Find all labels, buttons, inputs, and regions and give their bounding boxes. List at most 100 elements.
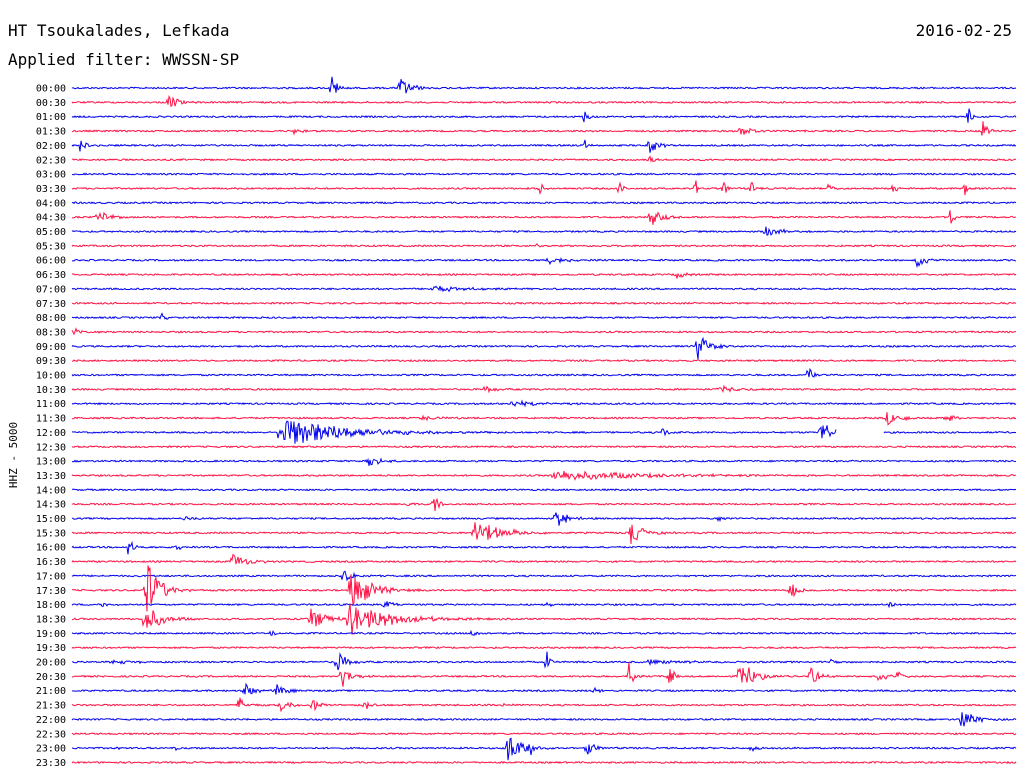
date-label: 2016-02-25 bbox=[915, 21, 1012, 40]
seismic-trace-line bbox=[71, 336, 1017, 360]
time-tick-label: 17:00 bbox=[36, 571, 66, 582]
seismic-trace-line bbox=[71, 682, 1017, 695]
seismic-trace-line bbox=[71, 601, 1017, 609]
seismic-trace-line bbox=[71, 210, 1017, 225]
time-tick-label: 05:30 bbox=[36, 241, 66, 252]
seismic-trace-line bbox=[71, 256, 1017, 269]
time-tick-label: 22:00 bbox=[36, 715, 66, 726]
trace-0130: 01:30 bbox=[36, 121, 1017, 138]
time-tick-label: 01:30 bbox=[36, 127, 66, 138]
trace-0930: 09:30 bbox=[36, 356, 1017, 367]
trace-0500: 05:00 bbox=[36, 226, 1017, 238]
time-tick-label: 00:30 bbox=[36, 98, 66, 109]
seismic-trace-line bbox=[71, 540, 1017, 555]
time-tick-label: 10:00 bbox=[36, 371, 66, 382]
seismic-trace-line bbox=[71, 488, 1017, 492]
seismic-trace-line bbox=[71, 553, 1017, 565]
trace-0200: 02:00 bbox=[36, 139, 1017, 153]
seismic-trace-line bbox=[71, 522, 1017, 545]
seismic-trace-line bbox=[71, 155, 1017, 163]
time-tick-label: 18:00 bbox=[36, 600, 66, 611]
trace-1330: 13:30 bbox=[36, 470, 1017, 482]
seismic-trace-line bbox=[71, 629, 1017, 636]
seismic-trace-line bbox=[71, 108, 1017, 123]
time-tick-label: 22:30 bbox=[36, 729, 66, 740]
seismic-trace-line bbox=[71, 712, 1017, 727]
trace-1030: 10:30 bbox=[36, 384, 1017, 396]
trace-2230: 22:30 bbox=[36, 729, 1017, 740]
trace-1400: 14:00 bbox=[36, 485, 1017, 496]
time-tick-label: 00:00 bbox=[36, 84, 66, 95]
seismic-trace-line bbox=[71, 76, 1017, 94]
trace-1130: 11:30 bbox=[36, 412, 1017, 426]
trace-0230: 02:30 bbox=[36, 155, 1017, 166]
trace-0030: 00:30 bbox=[36, 94, 1017, 109]
seismic-trace-line bbox=[71, 737, 1017, 761]
trace-0100: 01:00 bbox=[36, 108, 1017, 123]
trace-0300: 03:00 bbox=[36, 170, 1017, 181]
trace-1600: 16:00 bbox=[36, 540, 1017, 555]
time-tick-label: 08:30 bbox=[36, 327, 66, 338]
time-tick-label: 04:00 bbox=[36, 198, 66, 209]
seismic-trace-line bbox=[71, 285, 1017, 293]
trace-1530: 15:30 bbox=[36, 522, 1017, 545]
time-tick-label: 18:30 bbox=[36, 614, 66, 625]
time-tick-label: 09:30 bbox=[36, 356, 66, 367]
trace-1000: 10:00 bbox=[36, 367, 1017, 382]
seismic-trace-line bbox=[71, 470, 1017, 481]
time-tick-label: 09:00 bbox=[36, 342, 66, 353]
time-tick-label: 03:00 bbox=[36, 170, 66, 181]
seismic-trace-line bbox=[71, 358, 1017, 363]
time-tick-label: 01:00 bbox=[36, 112, 66, 123]
time-tick-label: 03:30 bbox=[36, 184, 66, 195]
time-tick-label: 20:30 bbox=[36, 672, 66, 683]
time-tick-label: 13:00 bbox=[36, 457, 66, 468]
seismic-trace-line bbox=[71, 226, 1017, 236]
seismic-trace-line bbox=[71, 201, 1017, 205]
trace-1930: 19:30 bbox=[36, 643, 1017, 654]
trace-2000: 20:00 bbox=[36, 651, 1017, 671]
seismic-trace-line bbox=[71, 497, 1017, 512]
trace-1300: 13:00 bbox=[36, 457, 1017, 468]
time-tick-label: 05:00 bbox=[36, 227, 66, 238]
time-tick-label: 06:30 bbox=[36, 270, 66, 281]
filter-label: Applied filter: WWSSN-SP bbox=[8, 50, 240, 69]
time-tick-label: 02:00 bbox=[36, 141, 66, 152]
trace-0330: 03:30 bbox=[36, 180, 1017, 196]
trace-1700: 17:00 bbox=[36, 570, 1017, 582]
trace-0400: 04:00 bbox=[36, 198, 1017, 209]
trace-1730: 17:30 bbox=[36, 565, 1017, 612]
seismic-trace-line bbox=[71, 570, 1017, 582]
time-tick-label: 11:30 bbox=[36, 414, 66, 425]
seismic-trace-line bbox=[71, 420, 1017, 444]
trace-1430: 14:30 bbox=[36, 497, 1017, 512]
time-tick-label: 16:30 bbox=[36, 557, 66, 568]
time-tick-label: 07:30 bbox=[36, 299, 66, 310]
time-tick-label: 23:30 bbox=[36, 758, 66, 769]
trace-0830: 08:30 bbox=[36, 327, 1017, 338]
trace-0600: 06:00 bbox=[36, 256, 1017, 269]
time-tick-label: 23:00 bbox=[36, 744, 66, 755]
trace-0900: 09:00 bbox=[36, 336, 1017, 360]
time-tick-label: 16:00 bbox=[36, 543, 66, 554]
trace-0000: 00:00 bbox=[36, 76, 1017, 95]
seismic-trace-line bbox=[71, 367, 1017, 378]
seismic-trace-line bbox=[71, 512, 1017, 526]
time-tick-label: 06:00 bbox=[36, 256, 66, 267]
time-tick-label: 19:00 bbox=[36, 629, 66, 640]
seismic-trace-line bbox=[71, 312, 1017, 320]
trace-1200: 12:00 bbox=[36, 420, 1017, 444]
trace-1230: 12:30 bbox=[36, 442, 1017, 453]
trace-2300: 23:00 bbox=[36, 737, 1017, 761]
seismic-trace-line bbox=[71, 172, 1017, 176]
seismic-trace-line bbox=[71, 662, 1017, 687]
trace-1900: 19:00 bbox=[36, 629, 1017, 640]
time-tick-label: 02:30 bbox=[36, 155, 66, 166]
trace-0430: 04:30 bbox=[36, 210, 1017, 225]
seismic-trace-line bbox=[71, 412, 1017, 426]
seismic-trace-line bbox=[71, 399, 1017, 408]
time-tick-label: 04:30 bbox=[36, 213, 66, 224]
trace-0700: 07:00 bbox=[36, 284, 1017, 295]
trace-0530: 05:30 bbox=[36, 241, 1017, 252]
